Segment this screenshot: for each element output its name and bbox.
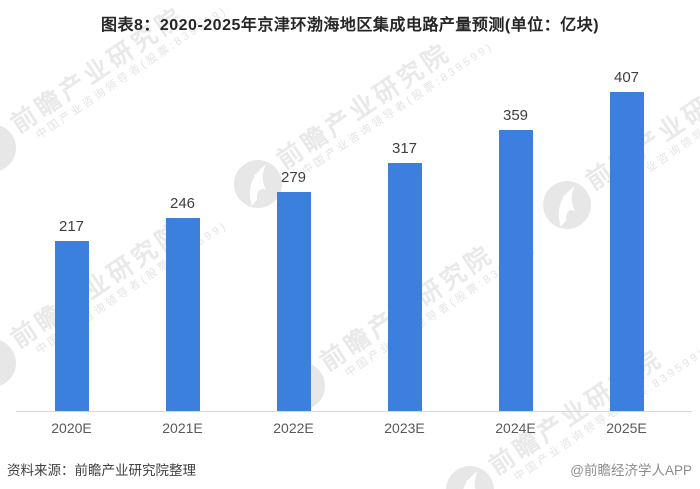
x-axis-line <box>16 411 692 412</box>
bar-value-label: 217 <box>58 218 85 235</box>
bar-value-label: 246 <box>169 195 196 212</box>
x-axis-label-2020E: 2020E <box>51 420 92 436</box>
x-axis-label-2022E: 2022E <box>273 420 314 436</box>
bar-value-label: 359 <box>502 107 529 124</box>
plot-area: 217 246 279 317 359 407 <box>16 58 682 411</box>
bar-2023E <box>387 163 422 411</box>
x-axis-label-2024E: 2024E <box>495 420 536 436</box>
bar-group-2025E: 407 <box>571 58 682 411</box>
bar-value-label: 317 <box>391 140 418 157</box>
x-axis-labels: 2020E 2021E 2022E 2023E 2024E 2025E <box>16 420 682 436</box>
x-axis-label-2023E: 2023E <box>384 420 425 436</box>
bar-group-2023E: 317 <box>349 58 460 411</box>
qianzhan-logo-icon <box>437 457 506 489</box>
x-axis-label-2025E: 2025E <box>606 420 647 436</box>
bar-2022E <box>276 192 311 411</box>
bar-value-label: 279 <box>280 169 307 186</box>
bar-2024E <box>498 130 533 411</box>
bar-group-2024E: 359 <box>460 58 571 411</box>
chart-title: 图表8：2020-2025年京津环渤海地区集成电路产量预测(单位：亿块) <box>100 17 600 34</box>
bar-2021E <box>165 218 200 411</box>
source-note: 资料来源：前瞻产业研究院整理 <box>7 463 196 478</box>
bar-group-2020E: 217 <box>16 58 127 411</box>
bar-2020E <box>54 241 89 411</box>
bar-value-label: 407 <box>613 69 640 86</box>
credit-note: @前瞻经济学人APP <box>570 463 692 478</box>
bar-2025E <box>609 92 644 411</box>
bar-group-2022E: 279 <box>238 58 349 411</box>
bar-group-2021E: 246 <box>127 58 238 411</box>
x-axis-label-2021E: 2021E <box>162 420 203 436</box>
